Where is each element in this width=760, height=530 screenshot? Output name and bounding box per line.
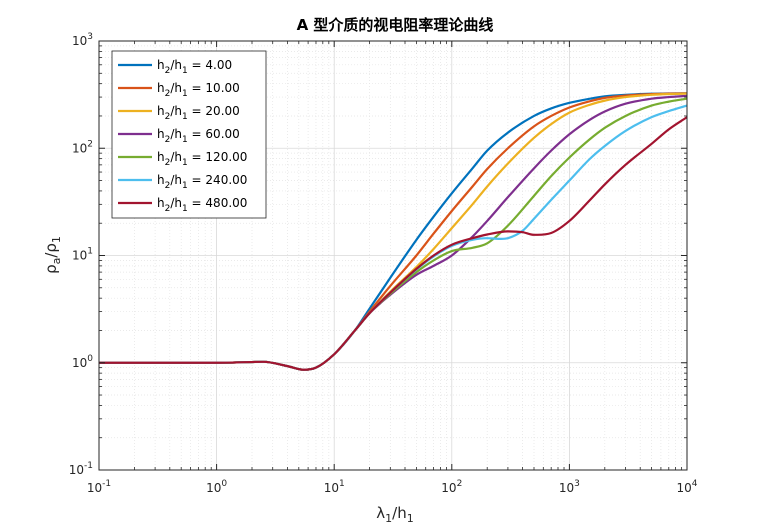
legend: h2/h1 = 4.00 h2/h1 = 10.00 h2/h1 = 20.00 h2… xyxy=(111,50,267,219)
y-tick-label: 103 xyxy=(72,32,93,48)
legend-entry: h2/h1 = 240.00 xyxy=(157,173,247,191)
axis-ticks xyxy=(98,41,687,471)
x-tick-label: 103 xyxy=(559,479,580,495)
legend-entry: h2/h1 = 4.00 xyxy=(157,58,232,76)
x-tick-label: 101 xyxy=(324,479,345,495)
y-tick-label: 10-1 xyxy=(69,461,93,477)
x-tick-label: 104 xyxy=(676,479,697,495)
x-tick-label: 102 xyxy=(441,479,462,495)
x-tick-labels: 10-1 100 101 102 103 104 xyxy=(87,479,698,495)
legend-entry: h2/h1 = 20.00 xyxy=(157,104,240,122)
y-tick-label: 102 xyxy=(72,139,93,155)
x-tick-label: 100 xyxy=(206,479,227,495)
legend-entry: h2/h1 = 480.00 xyxy=(157,196,247,214)
legend-entry: h2/h1 = 120.00 xyxy=(157,150,247,168)
legend-entry: h2/h1 = 10.00 xyxy=(157,81,240,99)
series-lines xyxy=(99,92,688,371)
y-tick-label: 100 xyxy=(72,354,93,370)
series-line-7 xyxy=(99,116,688,371)
legend-entry: h2/h1 = 60.00 xyxy=(157,127,240,145)
minor-grid xyxy=(99,41,687,470)
y-axis-label: ρa/ρ1 xyxy=(42,236,63,274)
y-tick-label: 101 xyxy=(72,247,93,263)
chart-title: A 型介质的视电阻率理论曲线 xyxy=(297,16,494,34)
y-tick-labels: 10-1 100 101 102 103 xyxy=(69,32,94,477)
x-axis-label: λ1/h1 xyxy=(376,504,413,525)
x-tick-label: 10-1 xyxy=(87,479,111,495)
